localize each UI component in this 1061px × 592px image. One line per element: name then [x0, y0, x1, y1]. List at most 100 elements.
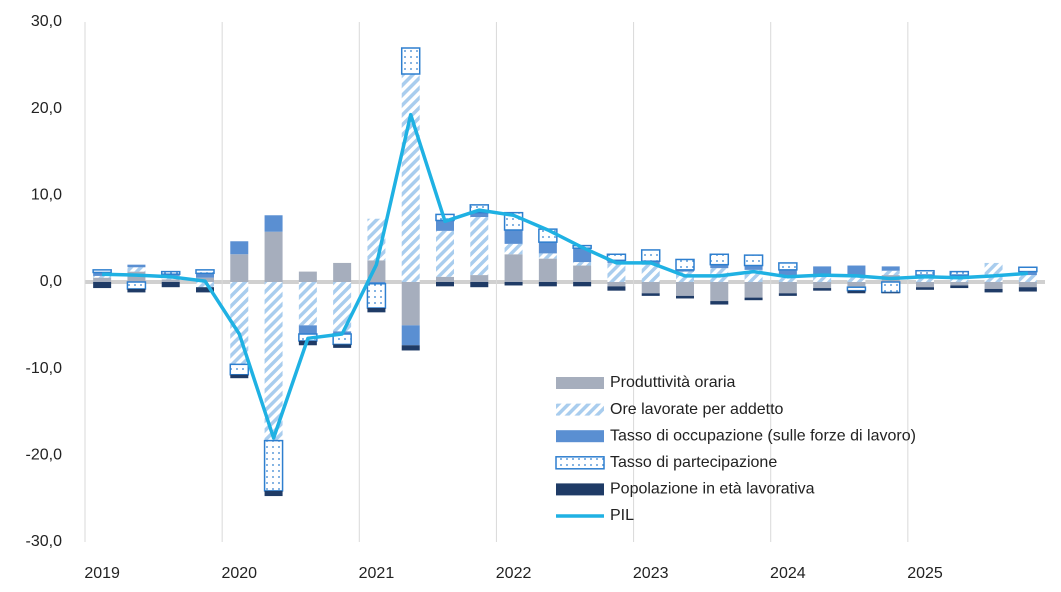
bar-segment	[778, 269, 797, 276]
bar-segment	[984, 288, 1003, 293]
bar-segment	[401, 345, 420, 351]
bar-segment	[195, 269, 215, 275]
bar-segment	[573, 248, 592, 263]
bar-segment	[984, 282, 1003, 289]
bar-segment	[607, 286, 626, 291]
bar-segment	[949, 270, 970, 276]
bar-segment	[230, 241, 249, 255]
legend-label: Produttività oraria	[610, 374, 735, 391]
bar-segment	[264, 490, 283, 497]
bar-segment	[709, 253, 730, 266]
bar-segment	[846, 286, 867, 292]
y-tick-label: -20,0	[26, 447, 63, 464]
bar-segment	[367, 282, 386, 284]
bar-segment	[847, 282, 866, 288]
bar-segment	[607, 282, 626, 287]
bar-segment	[813, 266, 832, 277]
bar-segment	[127, 264, 146, 268]
legend-swatch	[555, 456, 605, 470]
bar-segment	[881, 270, 900, 276]
y-tick-label: -30,0	[26, 533, 63, 550]
bar-segment	[573, 265, 592, 282]
bar-segment	[333, 282, 352, 332]
bar-segment	[813, 288, 832, 291]
bar-segment	[880, 281, 901, 294]
bar-segment	[676, 295, 694, 299]
bar-segment	[93, 277, 112, 282]
bar-segment	[847, 265, 866, 277]
bar-segment	[160, 270, 181, 275]
bar-segment	[640, 249, 661, 262]
bar-segment	[230, 254, 249, 282]
bar-segment	[778, 282, 797, 294]
bar-segment	[607, 262, 626, 282]
bar-segment	[710, 264, 729, 269]
bar-segment	[1018, 275, 1037, 282]
bar-segment	[676, 269, 694, 272]
bar-segment	[744, 282, 763, 298]
bar-segment	[1018, 287, 1037, 292]
bar-segment	[743, 254, 764, 267]
bar-segment	[229, 363, 250, 376]
bar-segment	[504, 282, 523, 286]
bar-segment	[744, 265, 763, 270]
bar-segment	[1018, 266, 1038, 273]
bar-segment	[504, 230, 523, 244]
bar-segment	[470, 282, 489, 288]
bar-segment	[93, 282, 112, 289]
bar-segment	[778, 262, 798, 271]
legend-swatch	[556, 430, 604, 443]
bar-segment	[230, 374, 249, 379]
bar-segment	[950, 285, 969, 289]
bar-segment	[950, 282, 969, 286]
y-tick-label: 10,0	[31, 187, 62, 204]
bar-segment	[436, 276, 454, 282]
bar-segment	[333, 344, 352, 348]
legend-label: Tasso di occupazione (sulle forze di lav…	[610, 427, 916, 444]
bar-segment	[641, 264, 660, 282]
bar-segment	[196, 273, 214, 278]
bar-segment	[641, 293, 660, 296]
bar-segment	[126, 281, 147, 290]
bar-segment	[710, 301, 729, 305]
bar-segment	[127, 267, 146, 272]
bar-segment	[813, 276, 832, 282]
bar-segment	[263, 439, 284, 492]
bar-segment	[675, 258, 695, 271]
bar-segment	[915, 269, 935, 276]
x-tick-label: 2022	[496, 565, 532, 582]
bar-segment	[916, 277, 934, 282]
bar-segment	[436, 230, 454, 277]
bar-segment	[538, 282, 557, 287]
bar-segment	[778, 293, 797, 296]
bar-segment	[881, 292, 900, 294]
legend-swatch	[556, 403, 604, 416]
bar-segment	[436, 282, 454, 287]
bar-segment	[298, 271, 317, 282]
bar-segment	[1018, 282, 1037, 288]
bar-segment	[710, 282, 729, 302]
x-tick-label: 2020	[221, 565, 257, 582]
bar-segment	[470, 212, 489, 217]
bar-segment	[881, 266, 900, 271]
legend-label: Popolazione in età lavorativa	[610, 481, 815, 498]
bar-segment	[298, 282, 317, 326]
bar-segment	[813, 282, 832, 289]
bar-segment	[93, 275, 112, 278]
bar-segment	[436, 220, 454, 231]
bar-segment	[196, 287, 214, 293]
bar-segment	[916, 282, 934, 288]
bar-segment	[573, 282, 592, 287]
bar-segment	[847, 276, 866, 282]
bar-segment	[538, 253, 557, 259]
bar-segment	[298, 325, 317, 334]
bar-segment	[676, 282, 694, 296]
bar-segment	[264, 231, 283, 282]
legend-label: Ore lavorate per addetto	[610, 401, 784, 418]
bar-segment	[641, 282, 660, 294]
x-tick-label: 2021	[359, 565, 395, 582]
x-tick-label: 2024	[770, 565, 806, 582]
y-tick-label: 30,0	[31, 13, 62, 30]
bar-segment	[366, 282, 387, 309]
